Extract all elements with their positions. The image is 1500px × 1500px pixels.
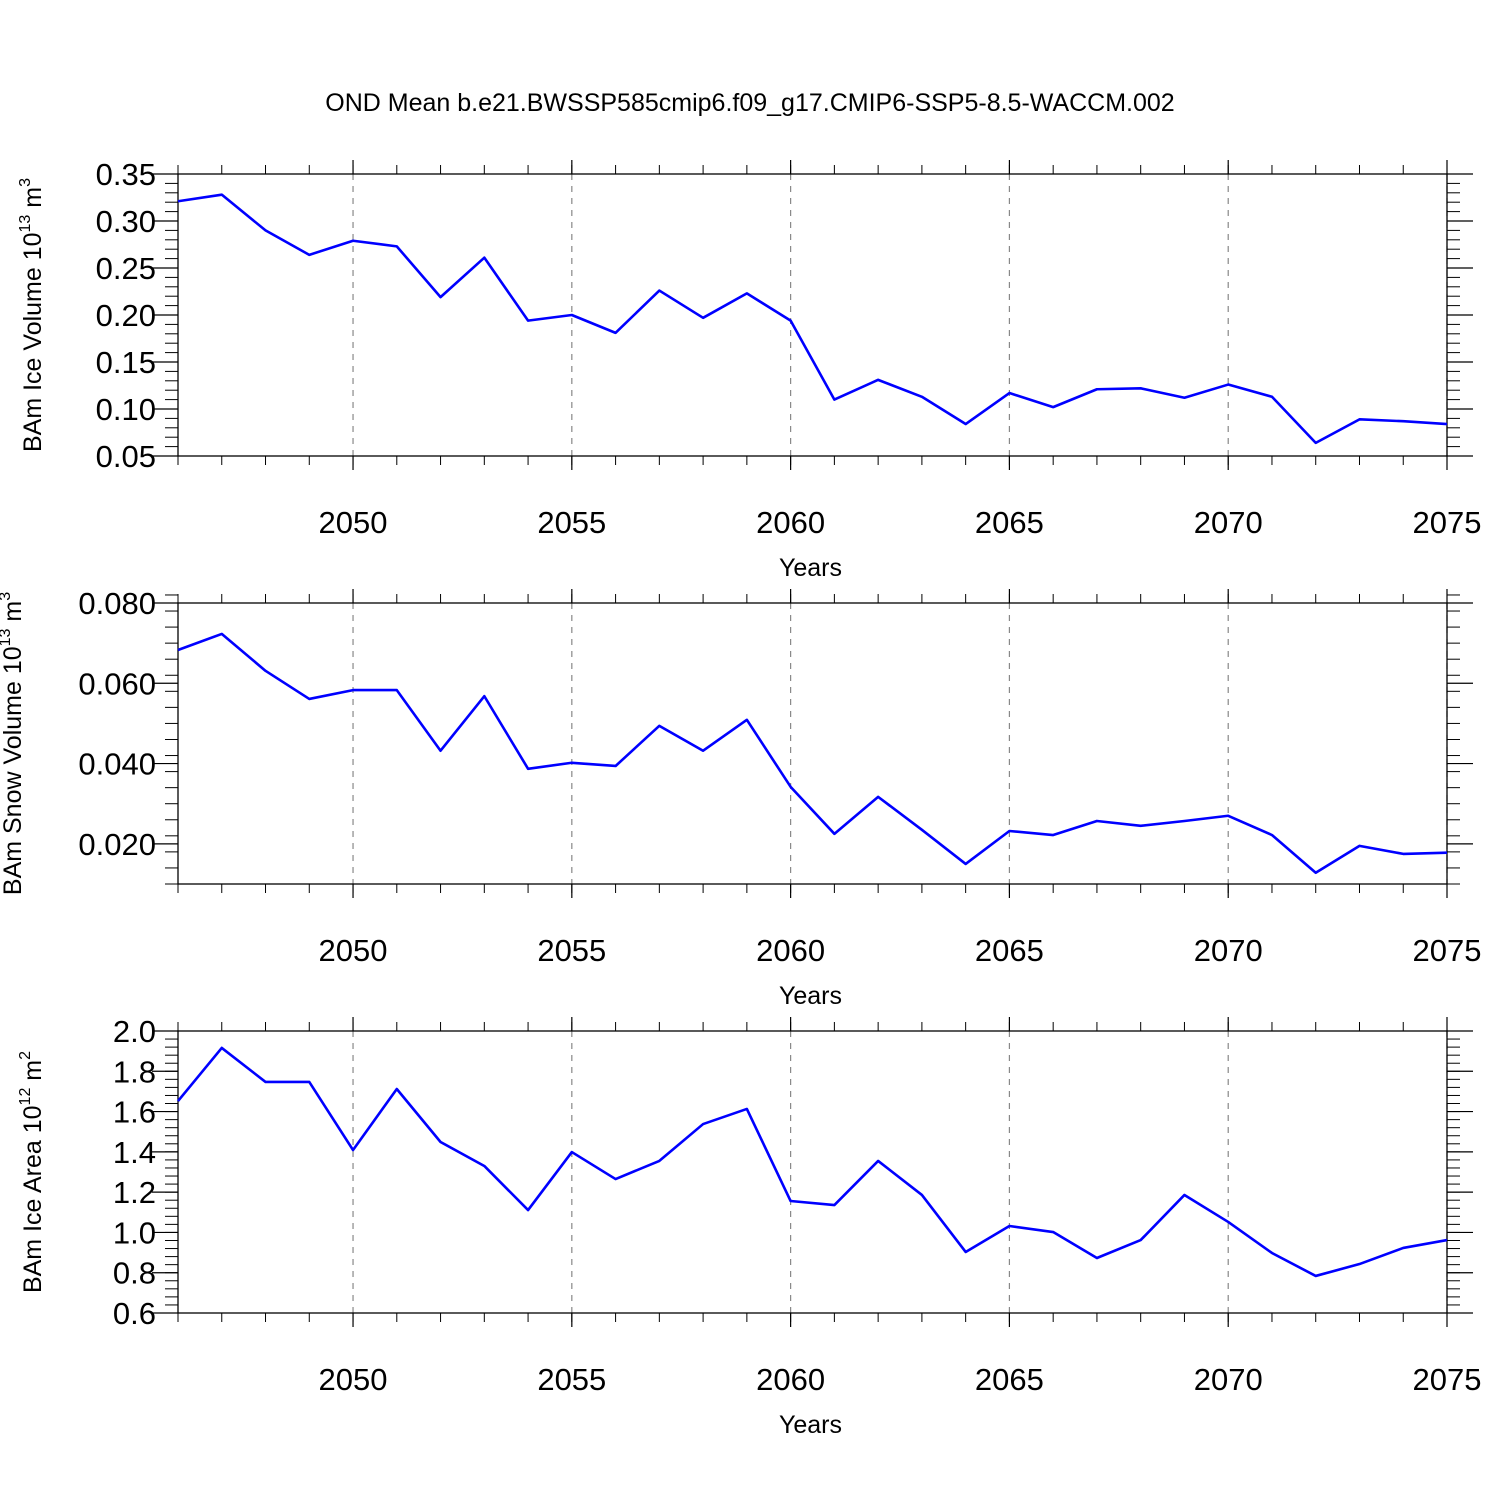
x-tick-label: 2060 <box>756 505 825 540</box>
x-tick-label: 2065 <box>975 1362 1044 1397</box>
y-axis-label: BAm Ice Volume 1013 m3 <box>17 178 47 452</box>
x-tick-label: 2050 <box>319 505 388 540</box>
y-tick-label: 0.020 <box>78 827 156 862</box>
y-tick-label: 1.8 <box>113 1054 156 1089</box>
y-label-exponent: 12 <box>17 1088 34 1106</box>
y-axis-label: BAm Snow Volume 1013 m3 <box>0 592 27 895</box>
y-axis-label: BAm Ice Area 1012 m2 <box>17 1051 47 1293</box>
panel: 2050 2055 2060 2065 2070 2075 0.05 0.10 0.15 0.20… <box>17 157 1481 582</box>
y-unit-exponent: 3 <box>17 178 34 187</box>
data-line <box>177 193 1448 445</box>
y-label-exponent: 13 <box>17 215 34 233</box>
data-line <box>176 1046 1448 1278</box>
x-tick-label: 2055 <box>537 933 606 968</box>
x-tick-label: 2070 <box>1194 505 1263 540</box>
y-tick-label: 0.10 <box>96 392 156 427</box>
data-line <box>177 632 1448 875</box>
x-axis-label: Years <box>779 982 842 1010</box>
y-tick-label: 1.0 <box>113 1215 156 1250</box>
x-tick-label: 2055 <box>537 505 606 540</box>
y-label-exponent: 13 <box>0 628 14 646</box>
plot-frame <box>177 1030 1448 1314</box>
figure-title: OND Mean b.e21.BWSSP585cmip6.f09_g17.CMI… <box>325 89 1174 117</box>
y-tick-label: 0.35 <box>96 157 156 192</box>
y-tick-label: 2.0 <box>113 1014 156 1049</box>
panel: 2050 2055 2060 2065 2070 2075 0.020 0.040 0.060 0… <box>0 586 1481 1010</box>
y-tick-label: 0.20 <box>96 298 156 333</box>
y-tick-label: 0.060 <box>78 666 156 701</box>
y-tick-label: 0.30 <box>96 204 156 239</box>
y-tick-label: 0.6 <box>113 1296 156 1331</box>
y-label-text: BAm Ice Area 10 <box>19 1105 47 1293</box>
y-tick-label: 0.080 <box>78 586 156 621</box>
x-tick-label: 2060 <box>756 933 825 968</box>
y-unit: m <box>19 1060 47 1088</box>
y-tick-label: 0.8 <box>113 1256 156 1291</box>
x-tick-label: 2050 <box>319 1362 388 1397</box>
x-tick-label: 2055 <box>537 1362 606 1397</box>
x-axis-label: Years <box>779 554 842 582</box>
y-unit: m <box>19 187 47 215</box>
y-tick-label: 1.2 <box>113 1175 156 1210</box>
y-tick-label: 0.25 <box>96 251 156 286</box>
plot-frame <box>177 602 1448 885</box>
y-tick-label: 1.6 <box>113 1095 156 1130</box>
panel: 2050 2055 2060 2065 2070 2075 0.6 0.8 1.0 1.2 1.4 1… <box>17 1014 1481 1439</box>
x-axis-label: Years <box>779 1411 842 1439</box>
x-tick-label: 2050 <box>319 933 388 968</box>
x-tick-label: 2075 <box>1413 1362 1482 1397</box>
plot-frame <box>177 173 1448 457</box>
x-tick-label: 2070 <box>1194 1362 1263 1397</box>
y-tick-label: 0.040 <box>78 747 156 782</box>
y-unit-exponent: 2 <box>17 1051 34 1060</box>
y-label-text: BAm Ice Volume 10 <box>19 232 47 452</box>
y-unit-exponent: 3 <box>0 592 14 601</box>
y-label-text: BAm Snow Volume 10 <box>0 646 27 895</box>
y-unit: m <box>0 601 27 629</box>
x-tick-label: 2065 <box>975 933 1044 968</box>
x-tick-label: 2075 <box>1413 933 1482 968</box>
y-tick-label: 1.4 <box>113 1135 156 1170</box>
x-tick-label: 2065 <box>975 505 1044 540</box>
y-tick-label: 0.15 <box>96 345 156 380</box>
x-tick-label: 2060 <box>756 1362 825 1397</box>
x-tick-label: 2070 <box>1194 933 1263 968</box>
x-tick-label: 2075 <box>1413 505 1482 540</box>
y-tick-label: 0.05 <box>96 439 156 474</box>
